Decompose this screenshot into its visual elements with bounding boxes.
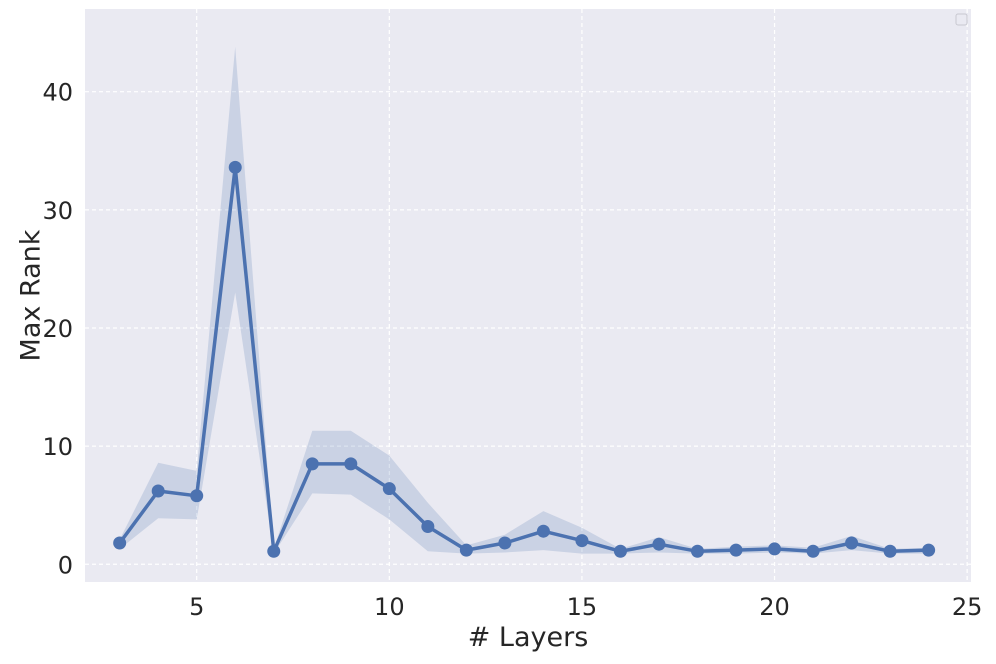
- y-tick-label: 0: [58, 551, 73, 579]
- data-point: [459, 543, 473, 557]
- data-point: [806, 544, 820, 558]
- data-point: [575, 534, 589, 548]
- tick-labels: 5 10 15 20 25 0 10 20 30 40: [42, 79, 982, 621]
- data-point: [922, 543, 936, 557]
- data-point: [498, 536, 512, 550]
- data-point: [190, 489, 204, 503]
- data-point: [613, 544, 627, 558]
- x-tick-label: 20: [759, 593, 790, 621]
- x-tick-label: 15: [567, 593, 598, 621]
- series-line: [118, 165, 929, 554]
- plot-background: [85, 9, 971, 582]
- data-point: [845, 536, 859, 550]
- x-tick-label: 10: [374, 593, 405, 621]
- y-tick-label: 10: [42, 433, 73, 461]
- data-point: [729, 543, 743, 557]
- data-point: [305, 457, 319, 471]
- data-point: [421, 519, 435, 533]
- data-point: [382, 482, 396, 496]
- y-tick-label: 40: [42, 79, 73, 107]
- data-point: [267, 544, 281, 558]
- x-axis-title: # Layers: [468, 622, 589, 653]
- data-point: [536, 524, 550, 538]
- y-tick-label: 30: [42, 197, 73, 225]
- legend-box: [955, 13, 968, 26]
- data-point: [690, 544, 704, 558]
- x-tick-label: 5: [189, 593, 204, 621]
- y-tick-label: 20: [42, 315, 73, 343]
- data-point: [113, 536, 127, 550]
- data-point: [151, 484, 165, 498]
- data-point: [883, 544, 897, 558]
- data-point: [768, 542, 782, 556]
- x-tick-label: 25: [952, 593, 983, 621]
- data-point: [344, 457, 358, 471]
- data-point: [652, 537, 666, 551]
- data-point: [228, 160, 242, 174]
- data-points: [113, 160, 936, 558]
- y-axis-title: Max Rank: [15, 229, 46, 361]
